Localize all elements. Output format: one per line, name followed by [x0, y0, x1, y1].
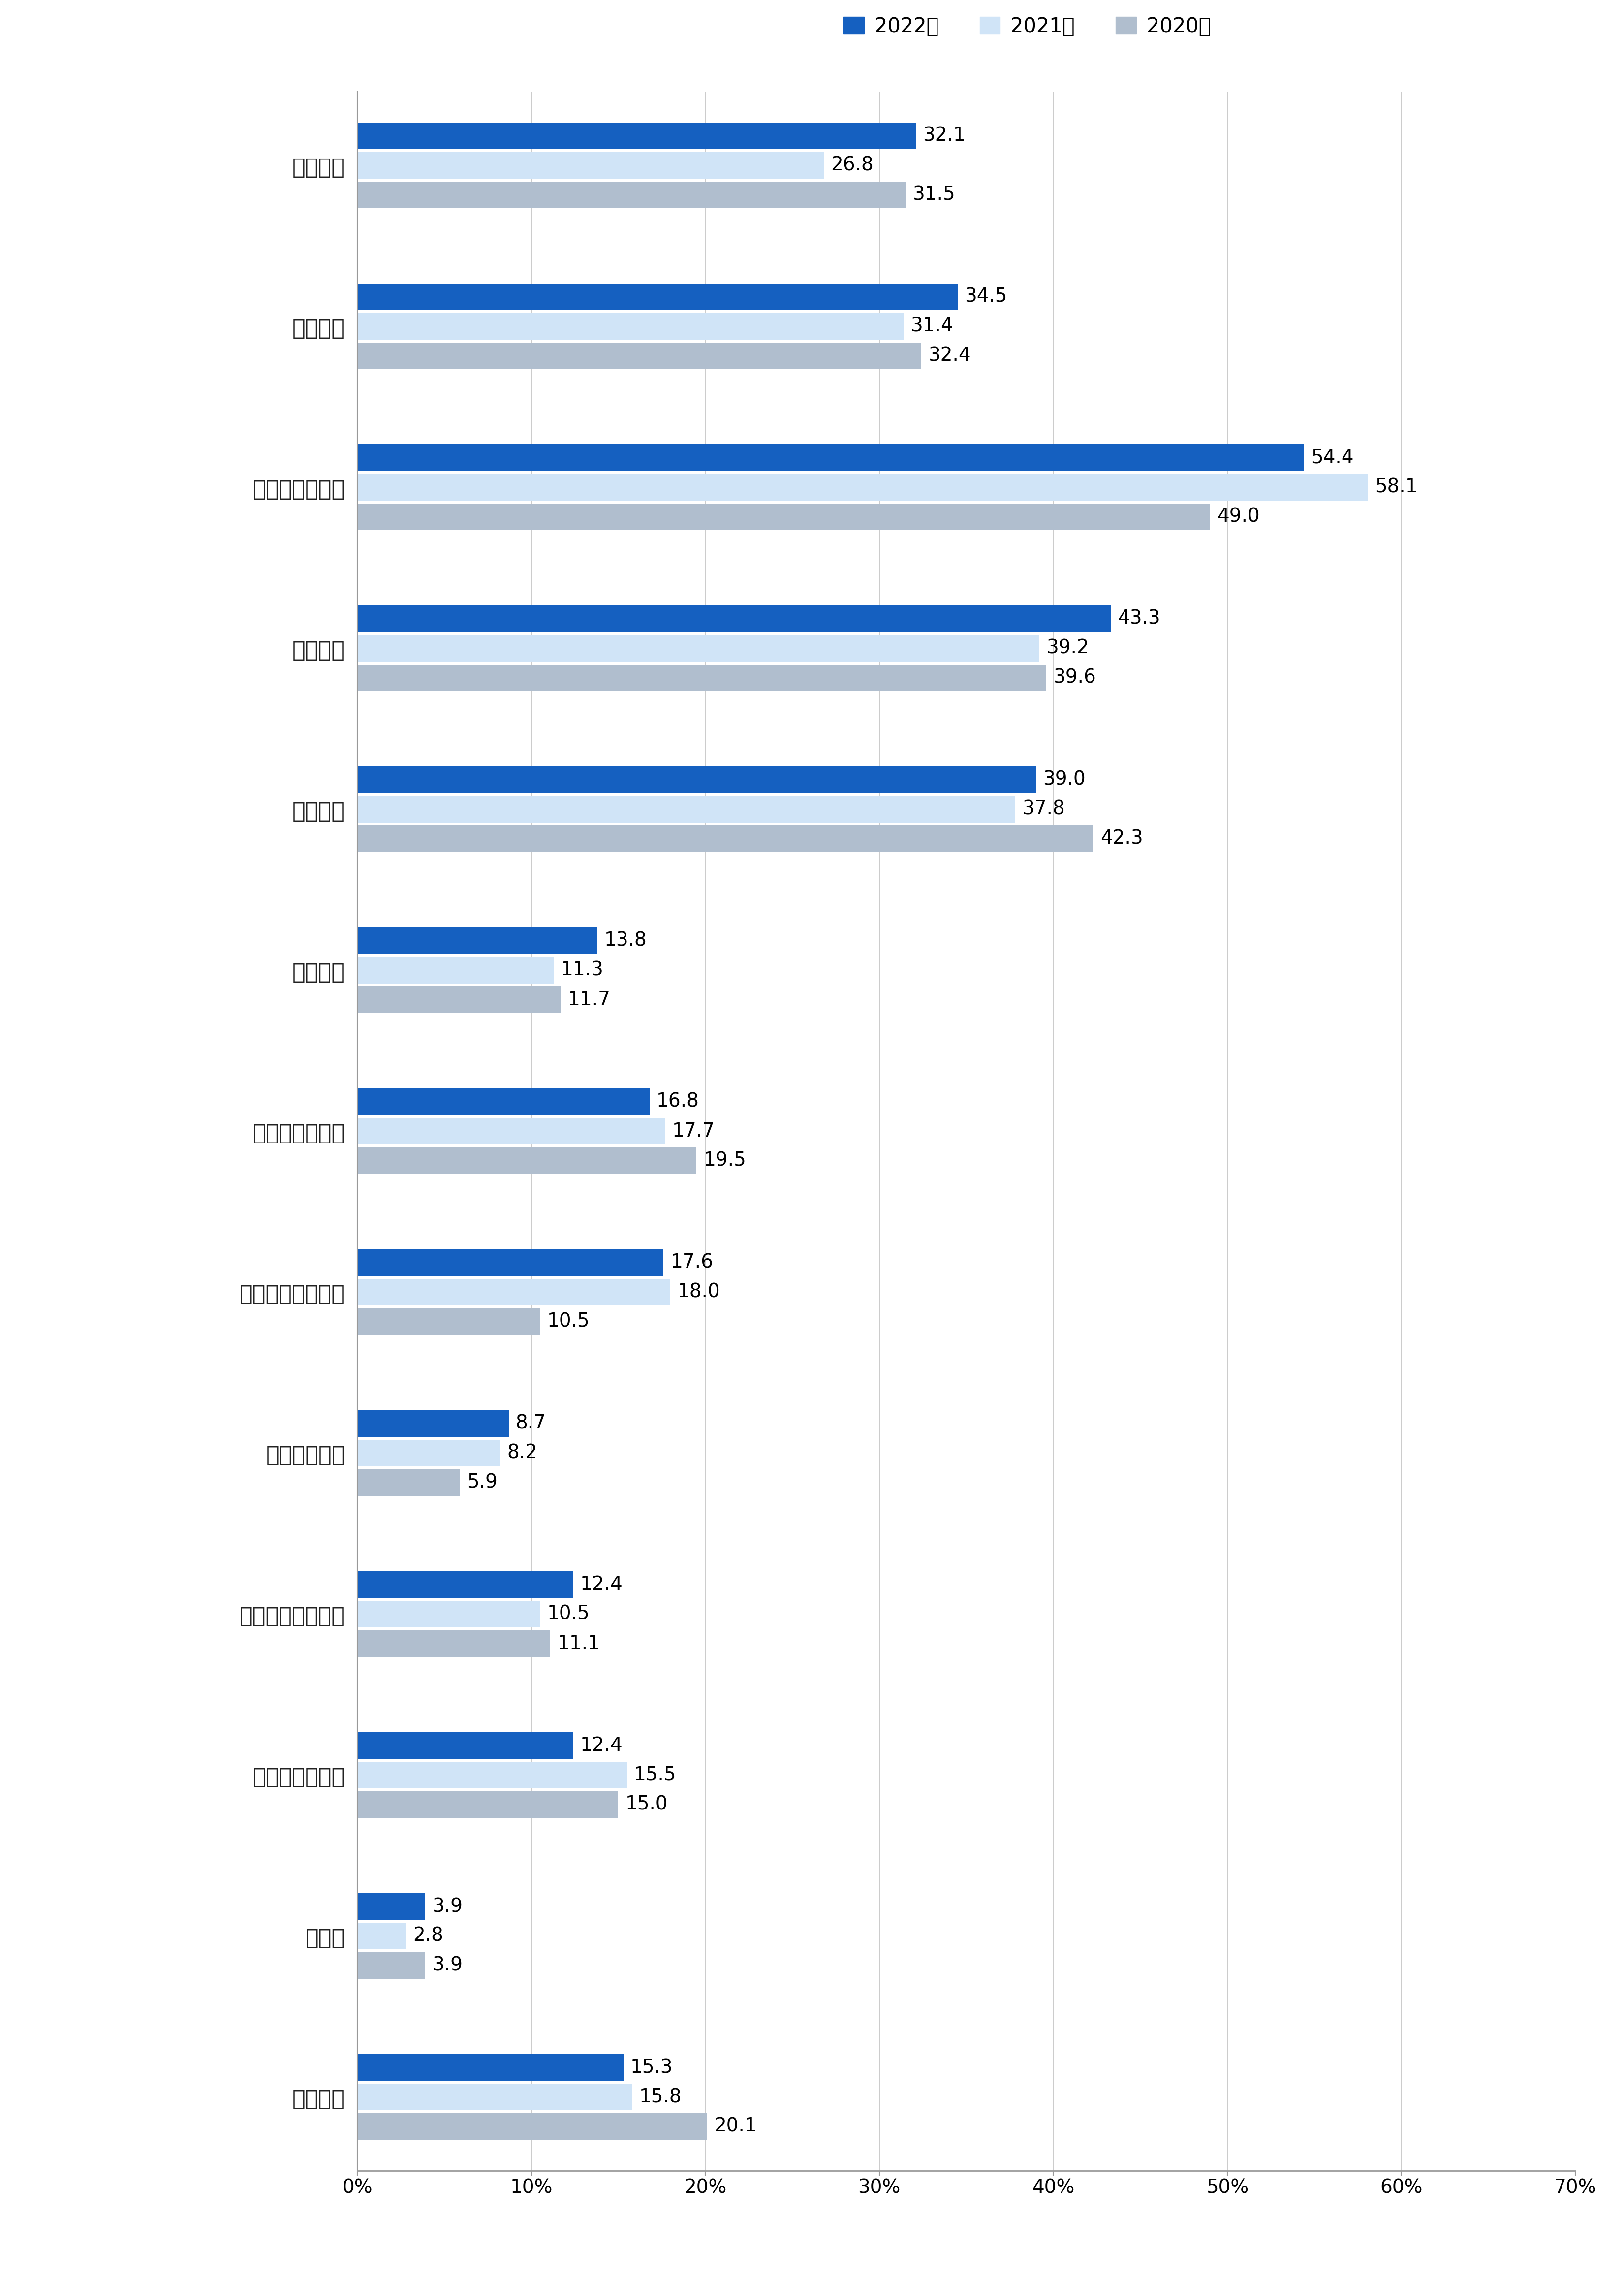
- Bar: [357, 1117, 666, 1145]
- Bar: [357, 503, 1210, 530]
- Bar: [357, 1762, 627, 1789]
- Text: 26.8: 26.8: [830, 155, 874, 174]
- Bar: [357, 343, 921, 368]
- Text: 17.6: 17.6: [671, 1252, 713, 1273]
- Text: 12.4: 12.4: [580, 1737, 622, 1755]
- Bar: [357, 1147, 697, 1174]
- Bar: [357, 1469, 460, 1497]
- Bar: [357, 1250, 664, 1275]
- Text: 42.3: 42.3: [1101, 829, 1143, 848]
- Text: 37.8: 37.8: [1021, 800, 1065, 818]
- Text: 32.4: 32.4: [927, 347, 971, 366]
- Bar: [357, 313, 903, 340]
- Text: 43.3: 43.3: [1117, 610, 1160, 628]
- Text: 2.8: 2.8: [412, 1926, 443, 1945]
- Text: 12.4: 12.4: [580, 1574, 622, 1595]
- Text: 39.6: 39.6: [1054, 667, 1096, 688]
- Bar: [357, 181, 906, 208]
- Text: 31.5: 31.5: [913, 185, 955, 203]
- Bar: [357, 1572, 573, 1597]
- Text: 3.9: 3.9: [432, 1897, 463, 1915]
- Bar: [357, 1894, 425, 1919]
- Bar: [357, 1732, 573, 1759]
- Bar: [357, 1951, 425, 1979]
- Bar: [357, 957, 554, 983]
- Bar: [357, 765, 1036, 793]
- Text: 15.0: 15.0: [625, 1796, 667, 1814]
- Text: 39.2: 39.2: [1046, 640, 1090, 658]
- Bar: [357, 665, 1046, 690]
- Text: 10.5: 10.5: [547, 1312, 590, 1330]
- Text: 8.7: 8.7: [516, 1414, 546, 1433]
- Text: 31.4: 31.4: [911, 318, 953, 336]
- Text: 8.2: 8.2: [507, 1444, 538, 1462]
- Bar: [357, 283, 958, 311]
- Bar: [357, 1309, 539, 1334]
- Bar: [357, 1280, 671, 1305]
- Bar: [357, 825, 1093, 852]
- Bar: [357, 928, 598, 953]
- Text: 49.0: 49.0: [1216, 507, 1260, 526]
- Bar: [357, 2114, 706, 2139]
- Text: 10.5: 10.5: [547, 1604, 590, 1622]
- Bar: [357, 1088, 650, 1115]
- Text: 54.4: 54.4: [1311, 448, 1353, 466]
- Bar: [357, 635, 1039, 660]
- Bar: [357, 123, 916, 149]
- Bar: [357, 2054, 624, 2082]
- Text: 15.3: 15.3: [630, 2059, 672, 2077]
- Bar: [357, 1791, 619, 1819]
- Text: 5.9: 5.9: [468, 1474, 497, 1492]
- Text: 17.7: 17.7: [672, 1122, 715, 1140]
- Text: 34.5: 34.5: [965, 288, 1007, 306]
- Bar: [357, 473, 1367, 500]
- Bar: [357, 1410, 508, 1437]
- Bar: [357, 795, 1015, 823]
- Text: 39.0: 39.0: [1043, 770, 1085, 788]
- Bar: [357, 1440, 500, 1467]
- Text: 58.1: 58.1: [1376, 478, 1418, 496]
- Text: 3.9: 3.9: [432, 1956, 463, 1974]
- Text: 19.5: 19.5: [703, 1152, 747, 1170]
- Text: 15.8: 15.8: [640, 2088, 682, 2107]
- Bar: [357, 1629, 551, 1657]
- Bar: [357, 151, 823, 178]
- Bar: [357, 606, 1111, 633]
- Text: 32.1: 32.1: [922, 126, 966, 144]
- Text: 11.3: 11.3: [560, 960, 604, 980]
- Bar: [357, 2084, 632, 2111]
- Bar: [357, 443, 1304, 471]
- Text: 11.7: 11.7: [568, 989, 611, 1010]
- Bar: [357, 1922, 406, 1949]
- Text: 20.1: 20.1: [715, 2118, 757, 2136]
- Bar: [357, 987, 560, 1012]
- Text: 15.5: 15.5: [633, 1766, 677, 1785]
- Text: 13.8: 13.8: [604, 932, 646, 951]
- Text: 16.8: 16.8: [656, 1092, 700, 1111]
- Text: 11.1: 11.1: [557, 1634, 601, 1652]
- Text: 18.0: 18.0: [677, 1282, 719, 1302]
- Bar: [357, 1602, 539, 1627]
- Legend: 2022年, 2021年, 2020年: 2022年, 2021年, 2020年: [835, 9, 1220, 46]
